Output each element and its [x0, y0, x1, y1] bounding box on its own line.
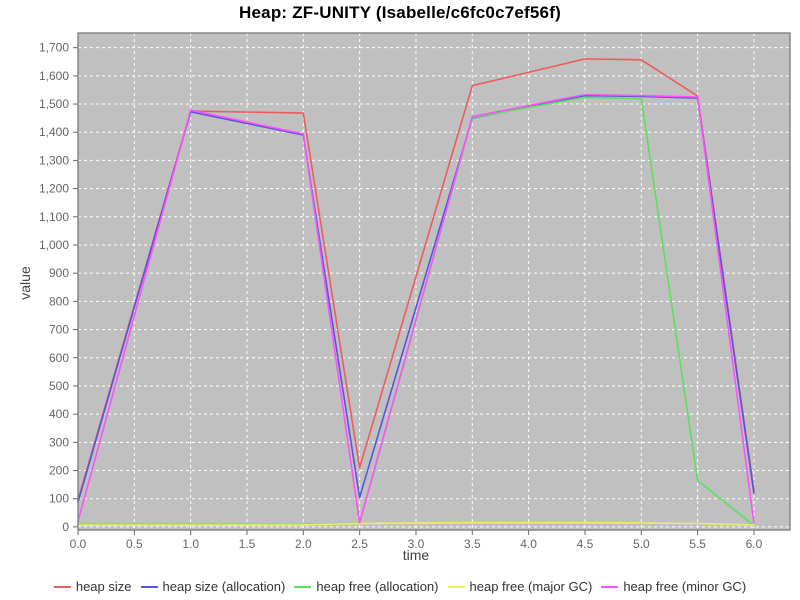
- y-tick-label: 400: [49, 407, 69, 421]
- legend-line-swatch: [601, 585, 619, 588]
- y-tick-label: 1,400: [39, 125, 69, 139]
- legend-label: heap free (minor GC): [623, 579, 747, 594]
- x-tick-label: 1.0: [182, 537, 199, 551]
- legend-label: heap size (allocation): [162, 579, 286, 594]
- x-tick-label: 4.0: [520, 537, 537, 551]
- x-tick-label: 6.0: [746, 537, 763, 551]
- y-tick-label: 1,600: [39, 69, 69, 83]
- x-tick-label: 4.5: [577, 537, 594, 551]
- x-tick-label: 0.5: [126, 537, 143, 551]
- y-tick-label: 1,200: [39, 182, 69, 196]
- legend-line-swatch: [447, 585, 465, 588]
- y-tick-label: 1,700: [39, 41, 69, 55]
- y-tick-label: 200: [49, 464, 69, 478]
- series-line-heap-free-major-gc: [77, 521, 755, 527]
- x-tick-label: 3.0: [408, 537, 425, 551]
- legend-label: heap size: [75, 579, 132, 594]
- legend-item-heap-free-allocation: heap free (allocation): [294, 579, 439, 594]
- y-tick-label: 600: [49, 351, 69, 365]
- chart-title: Heap: ZF-UNITY (Isabelle/c6fc0c7ef56f): [239, 3, 561, 22]
- y-tick-label: 800: [49, 294, 69, 308]
- x-tick-label: 2.0: [295, 537, 312, 551]
- plot-border: [77, 32, 791, 531]
- x-axis-label: time: [403, 547, 430, 563]
- y-axis-label: value: [17, 266, 33, 300]
- plot-area: [78, 33, 790, 530]
- y-tick-label: 900: [49, 266, 69, 280]
- series-line-heap-free-minor-gc: [77, 93, 755, 524]
- chart-legend: heap size heap size (allocation) heap free…: [0, 579, 800, 594]
- legend-line-swatch: [140, 585, 158, 588]
- legend-item-heap-size: heap size: [53, 579, 132, 594]
- legend-line-swatch: [53, 585, 71, 588]
- y-tick-label: 0: [62, 520, 69, 534]
- x-tick-label: 3.5: [464, 537, 481, 551]
- x-tick-label: 5.5: [689, 537, 706, 551]
- series-line-heap-size: [77, 58, 755, 501]
- x-tick-label: 1.5: [239, 537, 256, 551]
- y-tick-label: 1,500: [39, 97, 69, 111]
- y-tick-label: 1,100: [39, 210, 69, 224]
- x-tick-label: 5.0: [633, 537, 650, 551]
- y-tick-label: 700: [49, 323, 69, 337]
- legend-item-heap-size-allocation: heap size (allocation): [140, 579, 286, 594]
- legend-label: heap free (allocation): [316, 579, 439, 594]
- x-tick-label: 0.0: [70, 537, 87, 551]
- legend-item-heap-free-major-gc: heap free (major GC): [447, 579, 593, 594]
- y-tick-label: 1,300: [39, 153, 69, 167]
- y-tick-label: 1,000: [39, 238, 69, 252]
- x-tick-label: 2.5: [351, 537, 368, 551]
- legend-label: heap free (major GC): [469, 579, 593, 594]
- y-tick-label: 100: [49, 492, 69, 506]
- legend-item-heap-free-minor-gc: heap free (minor GC): [601, 579, 746, 594]
- legend-line-swatch: [294, 585, 312, 588]
- y-tick-label: 500: [49, 379, 69, 393]
- y-tick-label: 300: [49, 435, 69, 449]
